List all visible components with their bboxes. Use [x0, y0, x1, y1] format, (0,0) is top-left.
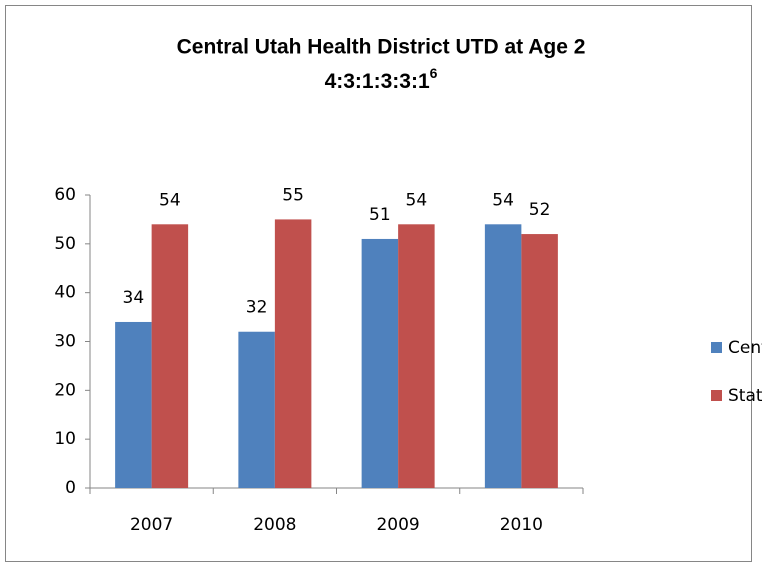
bar	[398, 224, 435, 489]
legend-swatch	[711, 342, 722, 353]
data-label: 55	[282, 185, 304, 205]
chart-subtitle-superscript: 6	[430, 65, 438, 81]
bar	[484, 224, 522, 489]
data-label: 51	[369, 205, 391, 225]
bar	[521, 234, 558, 488]
data-label: 54	[406, 190, 428, 210]
y-tick-label: 30	[54, 332, 76, 352]
bar	[274, 219, 312, 488]
y-tick-label: 40	[54, 283, 76, 303]
bar	[361, 238, 399, 488]
y-tick-label: 10	[54, 429, 76, 449]
legend-label: State	[728, 386, 762, 406]
bar	[238, 331, 275, 488]
legend-label: Central	[728, 338, 762, 358]
y-tick-label: 0	[65, 478, 76, 498]
y-tick-label: 60	[54, 185, 76, 205]
y-tick-label: 50	[54, 234, 76, 254]
chart-subtitle: 4:3:1:3:3:1	[325, 70, 430, 93]
data-label: 54	[492, 190, 514, 210]
y-tick-label: 20	[54, 380, 76, 400]
data-label: 54	[159, 190, 181, 210]
data-label: 52	[529, 200, 551, 220]
x-tick-label: 2007	[130, 515, 173, 535]
bar	[151, 224, 189, 489]
x-tick-label: 2010	[500, 515, 543, 535]
x-tick-label: 2009	[376, 515, 419, 535]
chart-subtitle-line: 4:3:1:3:3:16	[325, 65, 438, 93]
bar	[115, 321, 152, 488]
data-label: 32	[246, 298, 268, 318]
legend-swatch	[711, 390, 722, 401]
data-label: 34	[123, 288, 145, 308]
x-tick-label: 2008	[253, 515, 296, 535]
chart-title: Central Utah Health District UTD at Age …	[177, 36, 586, 59]
